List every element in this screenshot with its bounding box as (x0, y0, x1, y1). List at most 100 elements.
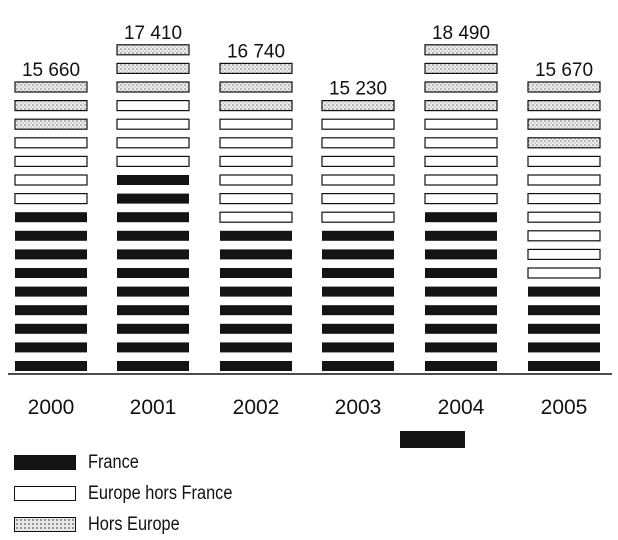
x-tick-label-2000: 2000 (28, 396, 75, 419)
stacked-bar-chart: 15 660 2000 17 410 2001 16 740 2002 15 230 2003… (8, 23, 612, 419)
bar-segment-2003-france (322, 268, 394, 278)
bar-segment-2002-france (220, 230, 292, 241)
bar-segment-2003-europe-hors-france (321, 174, 395, 186)
bar-segment-2000-europe-hors-france (14, 193, 88, 205)
bar-segment-2000-france (15, 212, 87, 223)
total-label-2003: 15 230 (329, 79, 387, 100)
bar-segment-2001-france (117, 361, 189, 371)
bar-segment-2002-europe-hors-france (219, 174, 293, 186)
bar-segment-2005-europe-hors-france (527, 230, 601, 242)
bar-segment-2000-france (15, 230, 87, 241)
bar-segment-2004-europe-hors-france (424, 155, 498, 167)
bar-segment-2002-europe-hors-france (219, 193, 293, 205)
bar-segment-2002-france (220, 342, 292, 353)
bar-segment-2005-france (528, 342, 600, 353)
bar-segment-2002-hors-europe (219, 99, 293, 112)
bar-segment-2003-europe-hors-france (321, 118, 395, 130)
bar-segment-2005-france (528, 323, 600, 334)
bar-segment-2005-hors-europe (527, 118, 601, 130)
bar-segment-2001-france (117, 212, 189, 223)
bar-segment-2002-europe-hors-france (219, 155, 293, 167)
bar-segment-2001-france (117, 323, 189, 334)
bar-segment-2001-europe-hors-france (116, 155, 190, 167)
legend-item-europe-hors-france: Europe hors France (14, 478, 256, 509)
bar-segment-2001-france (117, 175, 189, 185)
bar-segment-2000-france (15, 323, 87, 334)
bar-segment-2005-hors-europe (527, 99, 601, 112)
bar-segment-2000-france (15, 268, 87, 278)
x-tick-label-2002: 2002 (233, 396, 280, 419)
legend-item-france: France (14, 447, 256, 478)
bar-segment-2002-france (220, 305, 292, 316)
x-tick-label-2003: 2003 (335, 396, 382, 419)
bar-segment-2000-hors-europe (14, 99, 88, 112)
bar-segment-2003-france (322, 249, 394, 260)
bar-segment-2004-france (425, 342, 497, 353)
legend-swatch-france (14, 455, 76, 470)
bar-segment-2005-europe-hors-france (527, 267, 601, 279)
bar-segment-2003-france (322, 342, 394, 353)
bar-segment-2003-france (322, 230, 394, 241)
bar-segment-2000-france (15, 286, 87, 297)
bar-segment-2002-france (220, 286, 292, 297)
bar-segment-2003-france (322, 286, 394, 297)
bar-segment-2000-france (15, 305, 87, 316)
bar-segment-2000-hors-europe (14, 118, 88, 130)
bar-segment-2001-france (117, 193, 189, 204)
bar-segment-2003-france (322, 361, 394, 371)
bar-segment-2001-hors-europe (116, 44, 190, 56)
bar-segment-2000-europe-hors-france (14, 174, 88, 186)
legend-label-france: France (88, 451, 139, 473)
bar-segment-2005-france (528, 305, 600, 316)
bar-segment-2004-hors-europe (424, 62, 498, 75)
bar-segment-2001-hors-europe (116, 81, 190, 93)
bar-segment-2003-europe-hors-france (321, 155, 395, 167)
bar-segment-2000-europe-hors-france (14, 137, 88, 149)
bar-segment-2003-hors-europe (321, 99, 395, 112)
bar-segment-2001-europe-hors-france (116, 137, 190, 149)
bar-segment-2001-europe-hors-france (116, 118, 190, 130)
legend-item-hors-europe: Hors Europe (14, 509, 256, 540)
x-tick-label-2004: 2004 (438, 396, 485, 419)
bar-segment-2001-hors-europe (116, 62, 190, 75)
bar-segment-2001-france (117, 249, 189, 260)
bar-segment-2005-hors-europe (527, 137, 601, 149)
legend: France Europe hors France Hors Europe (14, 447, 256, 540)
bar-segment-2004-france (425, 361, 497, 371)
bar-segment-2001-france (117, 230, 189, 241)
bar-segment-2000-hors-europe (14, 81, 88, 93)
bar-segment-2005-europe-hors-france (527, 193, 601, 205)
bar-segment-2002-france (220, 268, 292, 278)
bar-segment-2005-france (528, 361, 600, 371)
bar-segment-2004-hors-europe (424, 44, 498, 56)
bar-segment-2002-hors-europe (219, 81, 293, 93)
bar-segment-2003-europe-hors-france (321, 137, 395, 149)
bar-segment-2004-europe-hors-france (424, 193, 498, 205)
bar-segment-2004-europe-hors-france (424, 118, 498, 130)
stray-black-bar (400, 431, 465, 448)
bar-segment-2002-europe-hors-france (219, 118, 293, 130)
legend-swatch-europe-hors-france (14, 486, 76, 501)
bar-segment-2003-france (322, 323, 394, 334)
legend-label-hors-europe: Hors Europe (88, 513, 180, 535)
x-tick-label-2001: 2001 (130, 396, 177, 419)
legend-swatch-hors-europe (14, 517, 76, 532)
bar-segment-2001-france (117, 268, 189, 278)
bar-segment-2001-france (117, 286, 189, 297)
bar-segment-2004-europe-hors-france (424, 137, 498, 149)
bar-segment-2002-france (220, 361, 292, 371)
bar-segment-2005-hors-europe (527, 81, 601, 93)
bar-segment-2002-france (220, 323, 292, 334)
bar-segment-2004-france (425, 286, 497, 297)
bar-segment-2000-france (15, 342, 87, 353)
bar-segment-2001-france (117, 342, 189, 353)
bar-segment-2004-france (425, 268, 497, 278)
bar-segment-2003-europe-hors-france (321, 211, 395, 223)
x-tick-label-2005: 2005 (541, 396, 588, 419)
bar-segment-2004-france (425, 230, 497, 241)
bar-segment-2001-europe-hors-france (116, 99, 190, 112)
bar-segment-2004-france (425, 249, 497, 260)
bar-segment-2003-europe-hors-france (321, 193, 395, 205)
bar-segment-2004-france (425, 305, 497, 316)
bar-segment-2000-france (15, 361, 87, 371)
